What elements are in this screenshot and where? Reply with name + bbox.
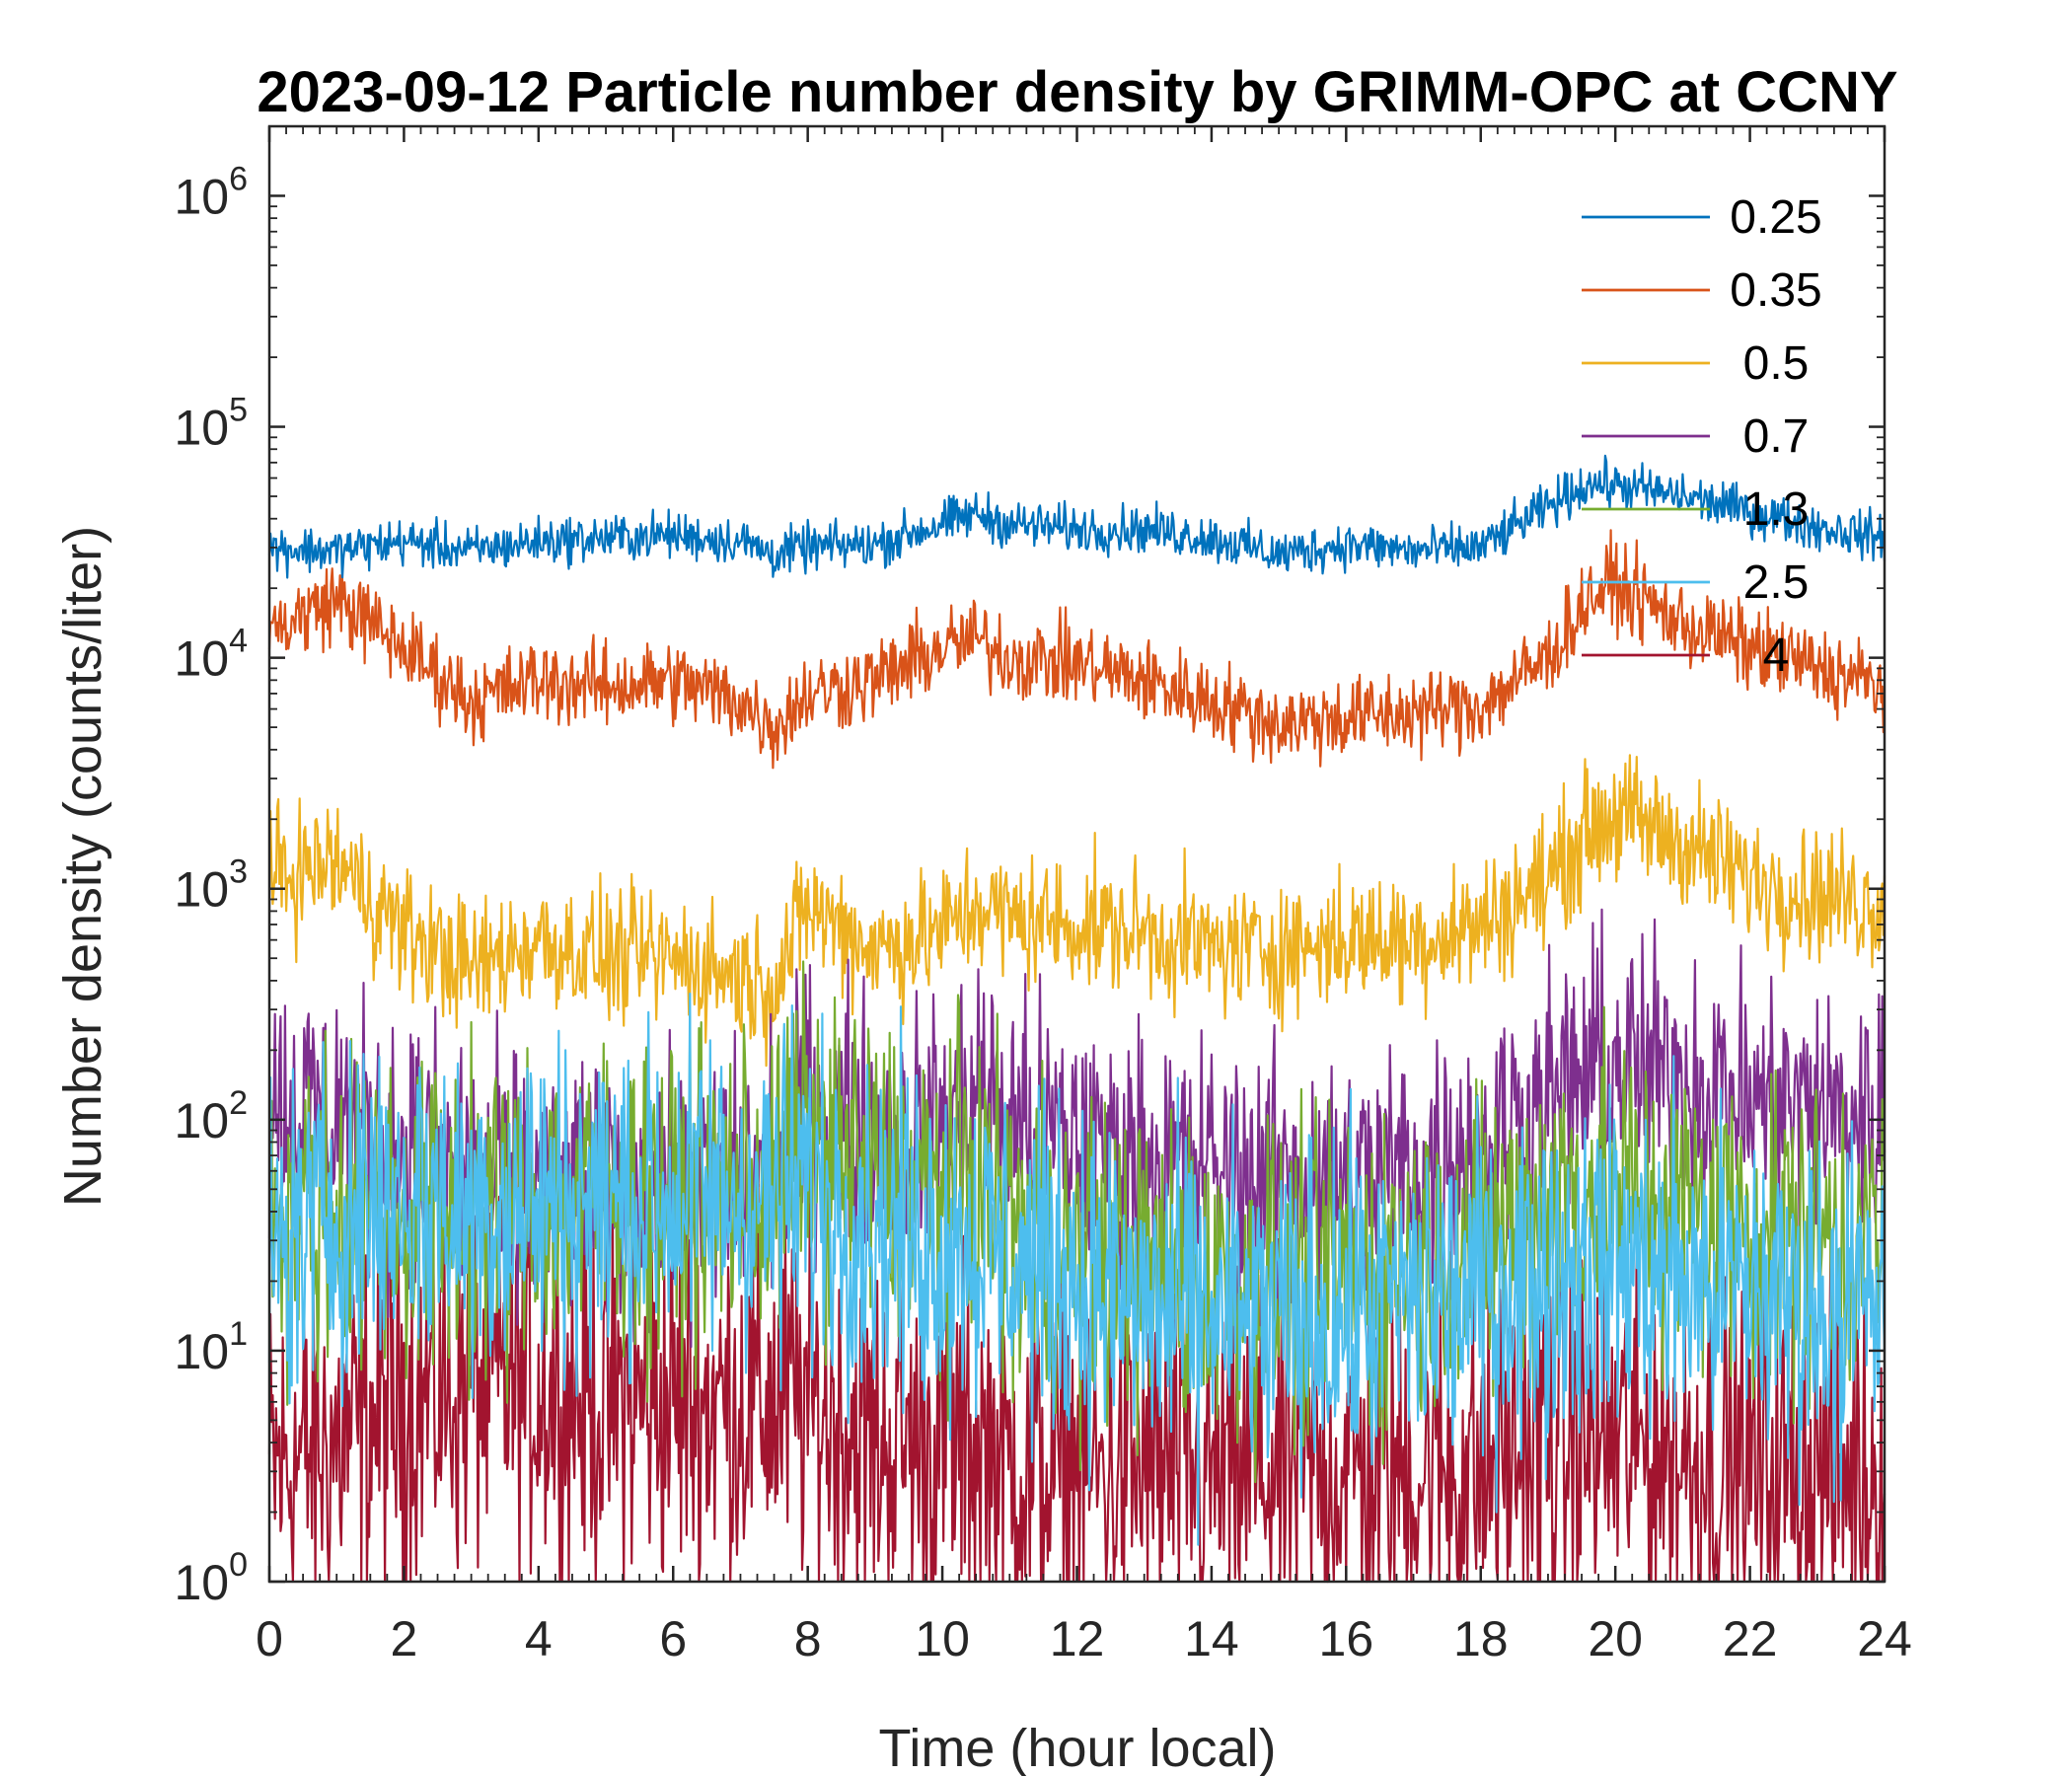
series-line-0.35	[267, 529, 1887, 770]
chart-title: 2023-09-12 Particle number density by GR…	[257, 60, 1897, 124]
y-tick-label: 106	[174, 160, 248, 224]
x-tick-label: 24	[1857, 1611, 1912, 1666]
x-tick-label: 6	[659, 1611, 687, 1666]
y-tick-label: 100	[174, 1546, 248, 1610]
x-tick-label: 8	[794, 1611, 822, 1666]
y-tick-label: 104	[174, 623, 248, 687]
y-axis-label: Number density (counts/liter)	[53, 526, 112, 1207]
x-tick-label: 10	[915, 1611, 970, 1666]
x-tick-label: 0	[256, 1611, 283, 1666]
x-tick-label: 12	[1050, 1611, 1105, 1666]
x-tick-labels: 0 2 4 6 8 10 12 14 16 18 20 22 24	[256, 1611, 1912, 1666]
legend: 0.25 0.35 0.5 0.7 1.3 2.5 4	[1582, 191, 1822, 682]
series-line-0.5	[267, 754, 1887, 1068]
series-line-4	[267, 1146, 1887, 1584]
y-tick-label: 102	[174, 1084, 248, 1148]
x-tick-label: 20	[1588, 1611, 1643, 1666]
legend-label-2.5: 2.5	[1743, 556, 1810, 609]
y-tick-labels: 100 101 102 103 104 105 106	[174, 160, 248, 1610]
legend-label-0.5: 0.5	[1743, 337, 1810, 390]
x-tick-label: 22	[1723, 1611, 1778, 1666]
x-tick-label: 18	[1453, 1611, 1509, 1666]
x-axis-label: Time (hour local)	[878, 1719, 1276, 1776]
legend-label-4: 4	[1763, 629, 1790, 682]
legend-label-0.7: 0.7	[1743, 410, 1810, 463]
legend-label-0.35: 0.35	[1730, 264, 1821, 317]
legend-label-0.25: 0.25	[1730, 191, 1821, 244]
series-line-0.7	[267, 908, 1887, 1349]
y-tick-label: 101	[174, 1315, 248, 1379]
x-tick-label: 2	[391, 1611, 418, 1666]
series-layer	[267, 454, 1887, 1584]
x-tick-label: 16	[1319, 1611, 1374, 1666]
axes-layer	[267, 124, 1887, 1584]
series-line-0.25	[267, 454, 1887, 581]
series-line-2.5	[267, 993, 1887, 1546]
x-tick-label: 14	[1184, 1611, 1239, 1666]
y-tick-label: 105	[174, 392, 248, 456]
legend-label-1.3: 1.3	[1743, 483, 1810, 536]
y-tick-label: 103	[174, 853, 248, 918]
x-tick-label: 4	[525, 1611, 553, 1666]
